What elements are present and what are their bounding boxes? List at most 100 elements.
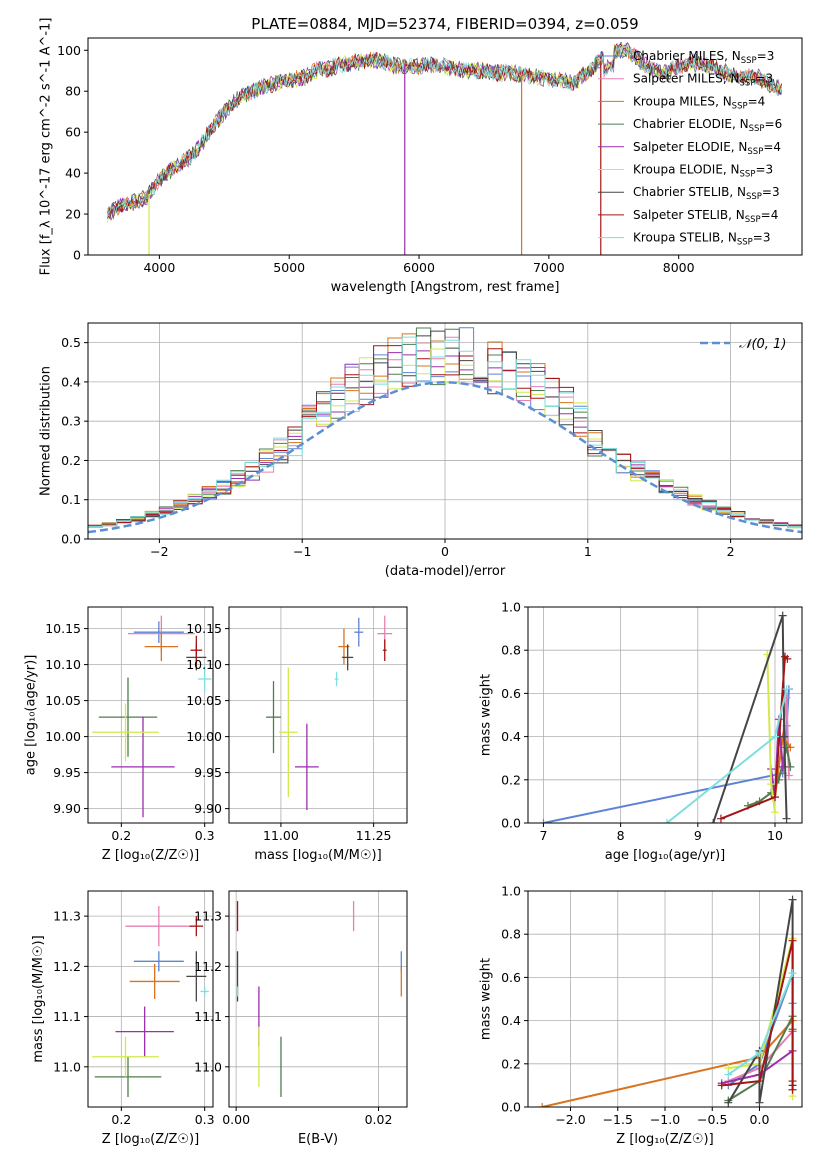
y-tick-label: 0.8 — [501, 643, 521, 658]
errorbar-point — [189, 916, 203, 937]
panel-spectrum: 4000 5000 6000 7000 8000 0 20 40 60 80 100 waveleng… — [39, 18, 803, 295]
y-tick-label: 10.00 — [45, 729, 81, 744]
legend-nssp-sub: SSP — [741, 56, 757, 66]
legend-label: Salpeter ELODIE, NSSP=4 — [633, 140, 781, 157]
weight-marker — [724, 1070, 733, 1079]
legend-label: Kroupa MILES, NSSP=4 — [633, 94, 765, 111]
y-tick-label: 10.10 — [186, 657, 222, 672]
legend-nssp-eq: = — [762, 185, 772, 199]
x-tick-label: −0.5 — [697, 1112, 727, 1127]
x-axis-label: Z [log₁₀(Z/Z☉)] — [102, 1132, 199, 1147]
y-tick-label: 0.0 — [501, 816, 521, 831]
legend-nssp-eq: = — [765, 117, 775, 131]
x-tick-label: 11.00 — [263, 828, 299, 843]
x-axis-label: age [log₁₀(age/yr)] — [605, 848, 726, 863]
legend-model-name: Kroupa MILES — [633, 94, 715, 108]
panel-z-vs-mass: 0.2 0.3 11.0 11.1 11.2 11.3 Z [log₁₀(Z/Z☉)] mas… — [31, 890, 215, 1147]
y-axis-label: Normed distribution — [39, 366, 54, 496]
legend-nssp-eq: = — [761, 208, 771, 222]
plot-area — [107, 41, 782, 255]
errorbar-point — [295, 723, 319, 811]
residual-histogram — [88, 350, 802, 529]
legend-nssp-sub: SSP — [737, 238, 753, 248]
x-tick-label: 9 — [694, 828, 702, 843]
y-tick-label: 11.2 — [53, 959, 81, 974]
residual-histogram — [88, 327, 802, 528]
y-tick-label: 20 — [65, 207, 81, 222]
x-tick-label: 0.0 — [750, 1112, 770, 1127]
x-tick-label: 0.02 — [365, 1112, 393, 1127]
x-tick-label: 7 — [539, 828, 547, 843]
plot-area — [92, 615, 212, 818]
legend-nssp-sub: SSP — [740, 79, 756, 89]
y-tick-label: 0.3 — [61, 414, 81, 429]
y-tick-label: 11.0 — [53, 1059, 81, 1074]
legend-model-name: Chabrier MILES — [633, 49, 724, 63]
legend-nssp-value: 3 — [772, 185, 780, 199]
legend-nssp-value: 3 — [767, 49, 775, 63]
plot-area — [266, 615, 393, 811]
errorbar-point — [92, 1036, 159, 1077]
residual-histogram — [88, 330, 802, 530]
weight-marker — [770, 732, 779, 741]
y-tick-label: 0.0 — [501, 1100, 521, 1115]
weight-marker — [755, 1049, 764, 1057]
grid-lines — [528, 606, 802, 824]
x-axis-label: Z [log₁₀(Z/Z☉)] — [616, 1132, 713, 1147]
weight-marker — [709, 819, 718, 823]
y-tick-label: 11.2 — [194, 959, 222, 974]
y-tick-label: 9.90 — [53, 801, 81, 816]
axes-frame — [228, 606, 408, 824]
y-axis-label: age [log₁₀(age/yr)] — [24, 655, 39, 776]
y-tick-label: 11.1 — [53, 1009, 81, 1024]
errorbar-point — [94, 1056, 162, 1097]
weight-marker — [780, 732, 789, 741]
weight-line — [720, 654, 788, 820]
weight-marker — [783, 654, 792, 663]
weight-marker — [716, 814, 725, 823]
y-tick-label: 9.95 — [53, 765, 81, 780]
y-tick-label: 11.3 — [53, 909, 81, 924]
residual-histogram — [88, 345, 802, 528]
axes-frame — [527, 606, 803, 824]
weight-marker — [788, 1085, 797, 1094]
legend-label: Kroupa ELODIE, NSSP=3 — [633, 163, 773, 180]
legend-nssp-eq: = — [755, 72, 765, 86]
y-tick-label: 1.0 — [501, 600, 521, 615]
y-tick-label: 100 — [57, 43, 81, 58]
weight-marker — [538, 1103, 547, 1107]
errorbar-point — [186, 951, 207, 1002]
y-tick-label: 80 — [65, 84, 81, 99]
errorbar-point — [133, 951, 184, 972]
y-tick-label: 9.90 — [194, 801, 222, 816]
axes-frame — [87, 890, 214, 1108]
x-tick-label: 7000 — [533, 260, 565, 275]
errorbar-point — [354, 617, 364, 647]
grid-lines — [88, 607, 213, 823]
legend-nssp-value: 3 — [766, 72, 774, 86]
y-tick-label: 0.6 — [501, 686, 521, 701]
axes-frame — [87, 37, 803, 256]
legend-label: Salpeter MILES, NSSP=3 — [633, 72, 773, 89]
y-tick-label: 11.3 — [194, 909, 222, 924]
errorbar-point — [111, 716, 175, 818]
legend-nssp-sub: SSP — [749, 124, 765, 134]
errorbar-point — [115, 1006, 174, 1057]
legend-nssp-value: 3 — [766, 163, 774, 177]
errorbar-point — [144, 632, 178, 661]
legend-model-name: Chabrier ELODIE — [633, 117, 732, 131]
errorbar-point — [98, 677, 158, 757]
legend-model-name: Salpeter MILES — [633, 72, 723, 86]
legend-nssp-prefix: , N — [724, 49, 741, 63]
spectrum-line — [107, 45, 782, 215]
residual-histogram — [88, 336, 802, 529]
errorbar-point — [190, 635, 203, 665]
residual-histogram — [88, 333, 802, 529]
legend-nssp-sub: SSP — [747, 147, 763, 157]
weight-marker — [539, 819, 548, 823]
legend-nssp-prefix: , N — [723, 72, 740, 86]
residual-legend: 𝒩(0, 1) — [700, 337, 786, 352]
x-tick-label: 0.2 — [111, 1112, 131, 1127]
x-tick-label: −2 — [150, 544, 168, 559]
legend-nssp-value: 4 — [758, 94, 766, 108]
